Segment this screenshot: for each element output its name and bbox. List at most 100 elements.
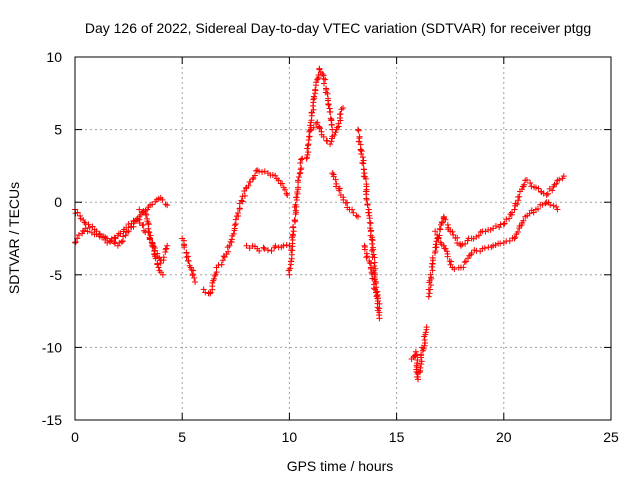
data-point: [527, 180, 534, 187]
data-point: [509, 235, 516, 242]
data-point: [309, 109, 316, 116]
data-point: [511, 206, 518, 213]
data-point: [535, 185, 542, 192]
data-point: [367, 220, 374, 227]
data-point: [112, 235, 119, 242]
data-point: [307, 122, 314, 129]
data-point: [213, 269, 220, 276]
data-point: [364, 253, 371, 260]
data-point: [145, 204, 152, 211]
data-point: [304, 145, 311, 152]
data-point: [512, 234, 519, 241]
data-point: [418, 358, 425, 365]
data-point: [256, 247, 263, 254]
data-point: [320, 72, 327, 79]
data-point: [238, 197, 245, 204]
data-point: [420, 345, 427, 352]
data-point: [359, 159, 366, 166]
data-point: [99, 234, 106, 241]
data-point: [468, 251, 475, 258]
data-point: [543, 191, 550, 198]
data-point: [81, 219, 88, 226]
data-point: [236, 206, 243, 213]
data-point: [497, 221, 504, 228]
data-point: [264, 247, 271, 254]
data-point: [154, 260, 161, 267]
data-point: [539, 201, 546, 208]
data-point: [202, 289, 209, 296]
data-point: [423, 326, 430, 333]
data-point: [439, 219, 446, 226]
data-point: [444, 253, 451, 260]
data-point: [218, 261, 225, 268]
data-point: [550, 202, 557, 209]
data-point: [136, 206, 143, 213]
data-point: [310, 124, 317, 131]
data-point: [123, 229, 130, 236]
data-point: [360, 166, 367, 173]
data-point: [355, 127, 362, 134]
data-point: [268, 247, 275, 254]
data-point: [284, 191, 291, 198]
x-tick-label: 0: [71, 429, 79, 445]
data-point: [449, 228, 456, 235]
data-point: [155, 195, 162, 202]
data-point: [417, 364, 424, 371]
y-tick-label: 10: [46, 49, 62, 65]
data-point: [487, 226, 494, 233]
data-point: [349, 206, 356, 213]
data-point: [450, 231, 457, 238]
x-tick-label: 15: [389, 429, 405, 445]
data-point: [305, 149, 312, 156]
data-point: [370, 246, 377, 253]
data-point: [367, 265, 374, 272]
data-point: [140, 221, 147, 228]
x-tick-label: 20: [496, 429, 512, 445]
data-point: [376, 312, 383, 319]
data-point: [428, 263, 435, 270]
data-point: [454, 234, 461, 241]
data-point: [332, 176, 339, 183]
data-point: [253, 167, 260, 174]
data-point: [462, 258, 469, 265]
data-point: [530, 209, 537, 216]
data-point: [162, 246, 169, 253]
data-point: [261, 245, 268, 252]
data-point: [164, 202, 171, 209]
data-point: [280, 242, 287, 249]
data-point: [330, 173, 337, 180]
data-point: [249, 176, 256, 183]
data-point: [363, 196, 370, 203]
data-point: [355, 126, 362, 133]
data-point: [318, 131, 325, 138]
data-point: [488, 244, 495, 251]
data-point: [160, 254, 167, 261]
data-point: [429, 254, 436, 261]
data-point: [298, 165, 305, 172]
data-point: [189, 272, 196, 279]
chart-title: Day 126 of 2022, Sidereal Day-to-day VTE…: [85, 20, 591, 36]
data-point: [314, 76, 321, 83]
data-point: [329, 170, 336, 177]
data-point: [344, 204, 351, 211]
data-point: [245, 182, 252, 189]
data-point: [251, 243, 258, 250]
data-point: [259, 169, 266, 176]
data-point: [86, 224, 93, 231]
data-point: [503, 216, 510, 223]
data-point: [356, 138, 363, 145]
data-point: [316, 125, 323, 132]
data-point: [185, 258, 192, 265]
data-point: [232, 216, 239, 223]
data-point: [324, 90, 331, 97]
data-point: [234, 209, 241, 216]
data-point: [306, 133, 313, 140]
data-point: [159, 196, 166, 203]
data-point: [162, 201, 169, 208]
data-points: [72, 65, 567, 383]
data-point: [535, 205, 542, 212]
data-point: [77, 212, 84, 219]
data-point: [514, 228, 521, 235]
data-point: [256, 168, 263, 175]
data-point: [292, 201, 299, 208]
